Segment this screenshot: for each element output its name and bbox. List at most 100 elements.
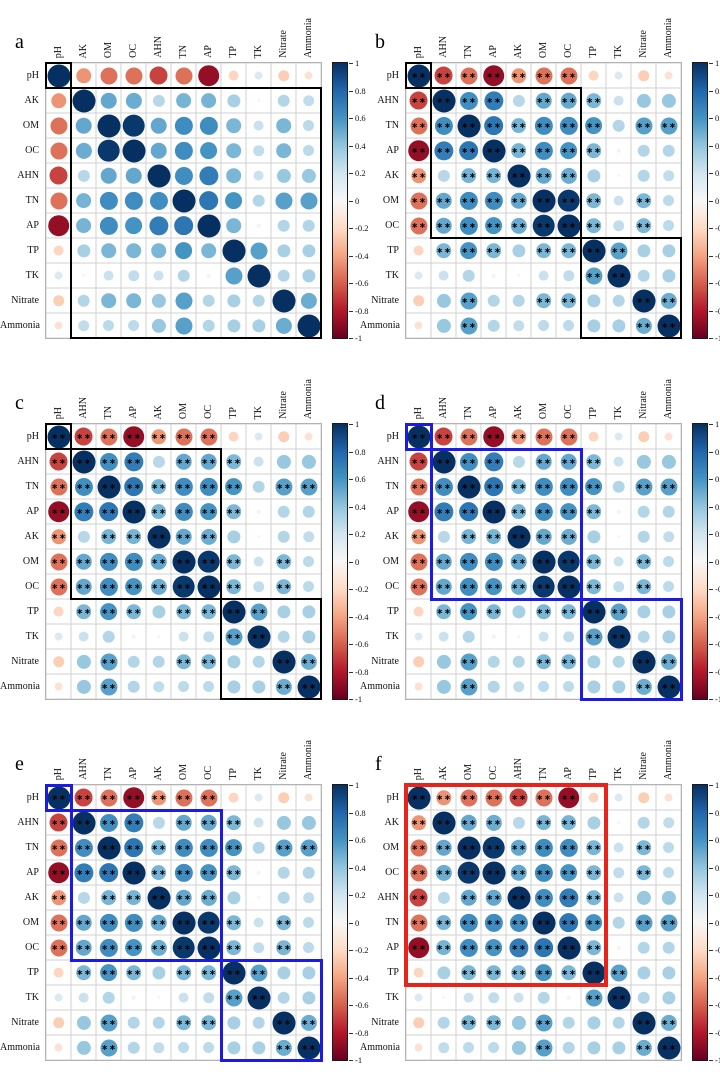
significance-stars: ∗∗ (536, 70, 552, 80)
corr-cell-tp-tn: ∗∗ (96, 960, 121, 985)
significance-stars: ∗∗ (561, 245, 577, 255)
corr-cell-oc-ap: ∗∗ (556, 860, 581, 885)
corr-circle (459, 913, 478, 932)
corr-cell-ph-om: ∗∗ (171, 785, 196, 810)
corr-circle (435, 553, 452, 570)
corr-circle (53, 245, 64, 256)
corr-circle (586, 654, 601, 669)
significance-stars: ∗∗ (586, 195, 602, 205)
colorbar-tick (349, 840, 353, 841)
significance-stars: ∗∗ (486, 95, 502, 105)
corr-circle (410, 814, 427, 831)
corr-circle (150, 578, 167, 595)
corr-cell-ap-ap: ∗∗ (121, 499, 146, 524)
corr-circle (152, 1041, 165, 1054)
significance-stars: ∗∗ (226, 917, 242, 927)
corr-circle (274, 191, 293, 210)
corr-cell-ph-tk (246, 63, 271, 88)
significance-stars: ∗∗ (176, 456, 192, 466)
significance-stars: ∗∗ (661, 120, 677, 130)
colorbar-tick (349, 589, 353, 590)
corr-cell-ahn-ammonia (656, 885, 681, 910)
corr-circle (436, 965, 451, 980)
corr-cell-om-ak: ∗∗ (506, 188, 531, 213)
corr-circle (612, 655, 625, 668)
significance-stars: ∗∗ (411, 170, 427, 180)
corr-cell-tn-tp: ∗∗ (581, 474, 606, 499)
corr-cell-oc-ph: ∗∗ (46, 574, 71, 599)
row-label-tn: TN (25, 481, 39, 492)
corr-circle (585, 939, 602, 956)
colorbar-tick-label: 0.6 (715, 834, 720, 845)
row-label-tp: TP (387, 606, 399, 617)
corr-circle (537, 319, 550, 332)
corr-circle (202, 630, 215, 643)
corr-circle (174, 838, 193, 857)
corr-cell-ap-ammonia (656, 499, 681, 524)
significance-stars: ∗∗ (486, 245, 502, 255)
row-label-ammonia: Ammonia (0, 1042, 40, 1053)
corr-circle (532, 550, 555, 573)
corr-circle (99, 1013, 118, 1032)
col-label-om: OM (171, 722, 196, 782)
corr-cell-oc-oc: ∗∗ (196, 574, 221, 599)
significance-stars: ∗∗ (511, 942, 527, 952)
col-label-text: OC (127, 44, 139, 58)
corr-cell-om-tn: ∗∗ (456, 188, 481, 213)
corr-circle (76, 679, 91, 694)
corr-cell-tk-tp (221, 263, 246, 288)
row-label-om: OM (22, 917, 39, 928)
corr-circle (661, 990, 676, 1005)
corr-circle (98, 862, 119, 883)
corr-circle (100, 528, 117, 545)
corr-cell-tp-ahn: ∗∗ (71, 960, 96, 985)
corr-cell-ph-tk (606, 424, 631, 449)
corr-circle (484, 577, 503, 596)
corr-cell-ammonia-om (96, 313, 121, 338)
corr-circle (562, 1016, 575, 1029)
corr-circle (200, 889, 217, 906)
colorbar-gradient (332, 62, 348, 339)
corr-circle (636, 243, 651, 258)
significance-stars: ∗∗ (436, 195, 452, 205)
significance-stars: ∗∗ (511, 892, 527, 902)
corr-circle (584, 116, 603, 135)
colorbar-tick (349, 1060, 353, 1061)
corr-cell-ak-tp (581, 524, 606, 549)
significance-stars: ∗∗ (636, 867, 652, 877)
significance-stars: ∗∗ (176, 817, 192, 827)
col-label-tp: TP (221, 0, 246, 60)
col-label-text: TP (227, 407, 239, 419)
row-label-ammonia: Ammonia (0, 681, 40, 692)
col-label-nitrate: Nitrate (631, 0, 656, 60)
corr-circle (611, 679, 626, 694)
corr-circle (226, 293, 241, 308)
significance-stars: ∗∗ (126, 842, 142, 852)
corr-cell-tn-tp: ∗∗ (581, 910, 606, 935)
corr-circle (247, 986, 270, 1009)
colorbar-tick-label: 0.2 (355, 889, 366, 900)
corr-cell-ammonia-om (531, 674, 556, 699)
corr-cell-ph-oc: ∗∗ (556, 424, 581, 449)
corr-cell-ph-tp (581, 785, 606, 810)
corr-cell-nitrate-oc: ∗∗ (481, 1010, 506, 1035)
corr-circle (127, 319, 140, 332)
row-label-ak: AK (24, 531, 39, 542)
corr-cell-nitrate-ammonia: ∗∗ (656, 1010, 681, 1035)
col-label-tn: TN (456, 0, 481, 60)
corr-circle (616, 820, 621, 825)
colorbar-tick-label: -0.8 (715, 305, 720, 316)
corr-cell-tp-ahn: ∗∗ (431, 599, 456, 624)
corr-circle (487, 1041, 500, 1054)
corr-cell-nitrate-tk (246, 288, 271, 313)
corr-circle (635, 839, 652, 856)
corr-cell-tk-tn (531, 985, 556, 1010)
corr-cell-ahn-ph: ∗∗ (46, 449, 71, 474)
corr-circle (200, 92, 217, 109)
corr-circle (123, 812, 144, 833)
corr-circle (75, 914, 92, 931)
corr-cell-tk-ak (431, 985, 456, 1010)
corr-cell-ak-om: ∗∗ (171, 524, 196, 549)
significance-stars: ∗∗ (436, 581, 452, 591)
corr-circle (49, 813, 68, 832)
